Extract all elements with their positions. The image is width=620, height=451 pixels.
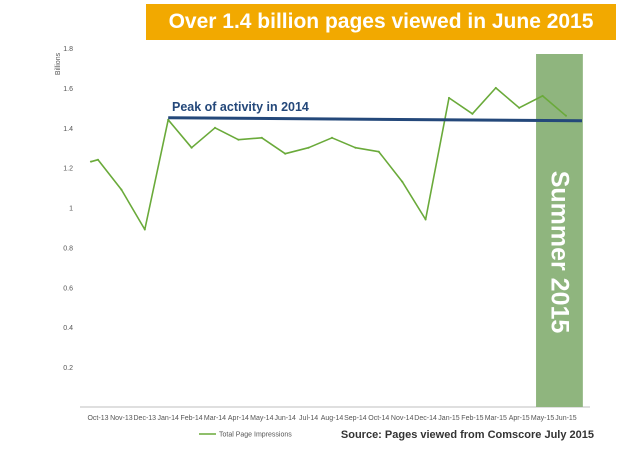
y-tick-label: 0.4 [63,325,73,332]
data-point [284,152,287,155]
y-tick-label: 0.8 [63,245,73,252]
x-tick-label: Jun-14 [274,415,296,422]
x-tick-label: Nov-13 [110,415,133,422]
y-tick-label: 1.4 [63,126,73,133]
data-point [97,158,99,161]
x-tick-label: Jan-15 [438,415,460,422]
x-tick-label: Jun-15 [555,415,577,422]
data-point [401,180,404,183]
data-point [331,136,333,139]
data-point [541,94,544,97]
data-point [307,146,310,149]
data-point [120,188,123,191]
y-tick-label: 0.2 [63,365,73,372]
x-tick-label: Nov-14 [391,415,414,422]
y-tick-label: 0.6 [63,285,73,292]
x-tick-label: Dec-14 [414,415,437,422]
source-note: Source: Pages viewed from Comscore July … [340,429,594,441]
x-tick-label: Sep-14 [344,415,367,422]
y-tick-label: 1.8 [63,46,73,53]
y-axis-title: Billions [55,52,62,75]
data-point [190,146,193,149]
series-line-total-page-impressions [90,87,567,231]
peak-reference-line [168,116,583,123]
peak-annotation: Peak of activity in 2014 [172,100,309,114]
data-point [260,136,263,139]
x-tick-label: Jan-14 [157,415,179,422]
x-tick-label: Feb-15 [461,415,483,422]
data-point [377,150,380,153]
data-point [214,126,216,129]
data-point [471,112,474,115]
data-point [354,146,357,149]
y-tick-label: 1 [69,206,73,213]
data-point [518,106,521,109]
legend-label: Total Page Impressions [219,432,292,439]
summer-highlight-band [536,54,583,407]
x-tick-label: Apr-14 [228,415,249,422]
x-tick-label: Apr-15 [509,415,530,422]
data-point [565,114,567,117]
data-point [448,96,450,99]
headline-text: Over 1.4 billion pages viewed in June 20… [168,10,594,33]
data-point [494,86,497,89]
x-tick-label: Oct-14 [368,415,389,422]
headline-banner: Over 1.4 billion pages viewed in June 20… [146,4,616,40]
x-tick-label: Mar-14 [204,415,226,422]
x-tick-label: Dec-13 [134,415,157,422]
x-tick-label: May-15 [531,415,554,422]
x-tick-label: May-14 [250,415,273,422]
y-tick-label: 1.2 [63,166,73,173]
summer-highlight-label: Summer 2015 [545,171,573,334]
y-tick-label: 1.6 [63,86,73,93]
x-tick-label: Mar-15 [485,415,507,422]
x-tick-label: Oct-13 [87,415,108,422]
data-point [143,228,146,231]
x-tick-label: Aug-14 [321,415,344,422]
x-tick-label: Jul-14 [299,415,318,422]
data-point [237,138,240,141]
x-tick-label: Feb-14 [181,415,203,422]
data-point [424,218,427,221]
data-point [89,160,92,163]
